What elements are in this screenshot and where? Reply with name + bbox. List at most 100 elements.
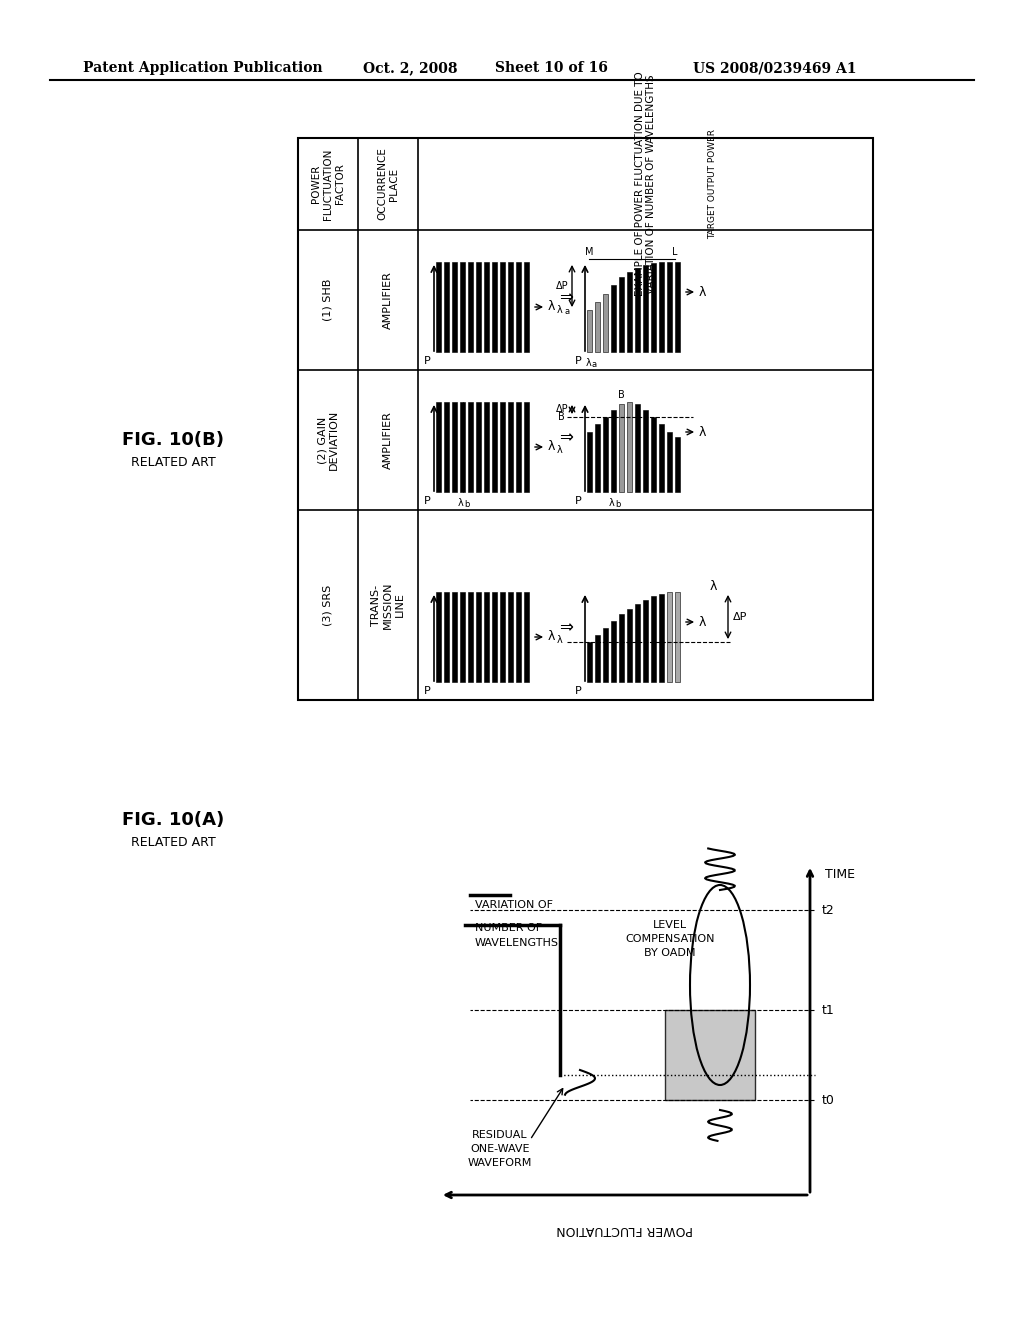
- Text: ⇒: ⇒: [559, 618, 573, 636]
- Text: B: B: [558, 412, 565, 422]
- Text: ΔP: ΔP: [556, 281, 569, 290]
- Text: P: P: [575, 356, 582, 366]
- Bar: [484, 261, 489, 352]
- Text: AMPLIFIER: AMPLIFIER: [383, 411, 393, 469]
- Bar: [476, 591, 481, 682]
- Bar: [587, 310, 592, 352]
- Text: US 2008/0239469 A1: US 2008/0239469 A1: [693, 61, 856, 75]
- Bar: [675, 261, 680, 352]
- Bar: [452, 591, 457, 682]
- Text: VARIATION OF: VARIATION OF: [475, 900, 553, 909]
- Bar: [524, 403, 529, 492]
- Text: FIG. 10(B): FIG. 10(B): [122, 432, 224, 449]
- Bar: [651, 417, 656, 492]
- Text: Oct. 2, 2008: Oct. 2, 2008: [362, 61, 458, 75]
- Bar: [635, 268, 640, 352]
- Bar: [667, 432, 672, 492]
- Bar: [476, 261, 481, 352]
- Text: POWER FLUCTUATION: POWER FLUCTUATION: [557, 1224, 693, 1237]
- Bar: [468, 591, 473, 682]
- Text: WAVELENGTHS: WAVELENGTHS: [475, 939, 559, 948]
- Text: FIG. 10(A): FIG. 10(A): [122, 810, 224, 829]
- Bar: [444, 403, 449, 492]
- Bar: [675, 591, 680, 682]
- Text: ONE-WAVE: ONE-WAVE: [470, 1144, 529, 1154]
- Text: B: B: [618, 389, 625, 400]
- Bar: [643, 265, 648, 352]
- Bar: [618, 614, 624, 682]
- Text: λ: λ: [557, 305, 563, 315]
- Text: M: M: [585, 247, 593, 257]
- Text: a: a: [564, 308, 569, 317]
- Bar: [436, 261, 441, 352]
- Text: λ: λ: [557, 635, 563, 645]
- Bar: [643, 601, 648, 682]
- Bar: [651, 597, 656, 682]
- Text: Patent Application Publication: Patent Application Publication: [83, 61, 323, 75]
- Bar: [667, 261, 672, 352]
- Text: ⇒: ⇒: [559, 288, 573, 306]
- Bar: [618, 404, 624, 492]
- Bar: [484, 403, 489, 492]
- Text: b: b: [614, 500, 621, 510]
- Bar: [587, 432, 592, 492]
- Text: λ: λ: [548, 301, 555, 314]
- Text: P: P: [575, 496, 582, 506]
- Text: P: P: [424, 686, 431, 696]
- Bar: [452, 403, 457, 492]
- Text: WAVEFORM: WAVEFORM: [468, 1158, 532, 1168]
- Bar: [444, 591, 449, 682]
- Bar: [635, 605, 640, 682]
- Text: λ: λ: [608, 498, 614, 508]
- Bar: [611, 285, 616, 352]
- Bar: [627, 609, 632, 682]
- Bar: [667, 591, 672, 682]
- Bar: [603, 628, 608, 682]
- Bar: [508, 261, 513, 352]
- Bar: [665, 1010, 755, 1100]
- Bar: [595, 424, 600, 492]
- Text: λ: λ: [586, 358, 592, 368]
- Text: TRANS-
MISSION
LINE: TRANS- MISSION LINE: [372, 581, 404, 628]
- Bar: [508, 403, 513, 492]
- Bar: [452, 261, 457, 352]
- Text: λ: λ: [710, 581, 717, 594]
- Text: b: b: [464, 500, 469, 510]
- Bar: [524, 591, 529, 682]
- Bar: [643, 411, 648, 492]
- Text: λ: λ: [557, 445, 563, 455]
- Bar: [675, 437, 680, 492]
- Text: Sheet 10 of 16: Sheet 10 of 16: [495, 61, 608, 75]
- Bar: [659, 594, 664, 682]
- Text: λ: λ: [699, 615, 707, 628]
- Bar: [492, 403, 497, 492]
- Bar: [500, 403, 505, 492]
- Bar: [492, 591, 497, 682]
- Text: LEVEL: LEVEL: [653, 920, 687, 931]
- Bar: [500, 591, 505, 682]
- Bar: [659, 261, 664, 352]
- Text: COMPENSATION: COMPENSATION: [626, 935, 715, 944]
- Bar: [611, 620, 616, 682]
- Bar: [659, 424, 664, 492]
- Bar: [603, 294, 608, 352]
- Bar: [436, 403, 441, 492]
- Text: EXAMPLE OF POWER FLUCTUATION DUE TO
VARIATION OF NUMBER OF WAVELENGTHS: EXAMPLE OF POWER FLUCTUATION DUE TO VARI…: [635, 71, 656, 297]
- Bar: [516, 261, 521, 352]
- Bar: [516, 403, 521, 492]
- Text: L: L: [672, 247, 678, 257]
- Text: t2: t2: [822, 903, 835, 916]
- Bar: [468, 261, 473, 352]
- Bar: [587, 642, 592, 682]
- Text: P: P: [575, 686, 582, 696]
- Text: P: P: [424, 496, 431, 506]
- Text: λ: λ: [548, 441, 555, 454]
- Text: (1) SHB: (1) SHB: [323, 279, 333, 321]
- Bar: [611, 411, 616, 492]
- Text: (3) SRS: (3) SRS: [323, 585, 333, 626]
- Text: OCCURRENCE
PLACE: OCCURRENCE PLACE: [377, 148, 398, 220]
- Text: RESIDUAL: RESIDUAL: [472, 1130, 527, 1140]
- Bar: [468, 403, 473, 492]
- Bar: [618, 277, 624, 352]
- Bar: [627, 403, 632, 492]
